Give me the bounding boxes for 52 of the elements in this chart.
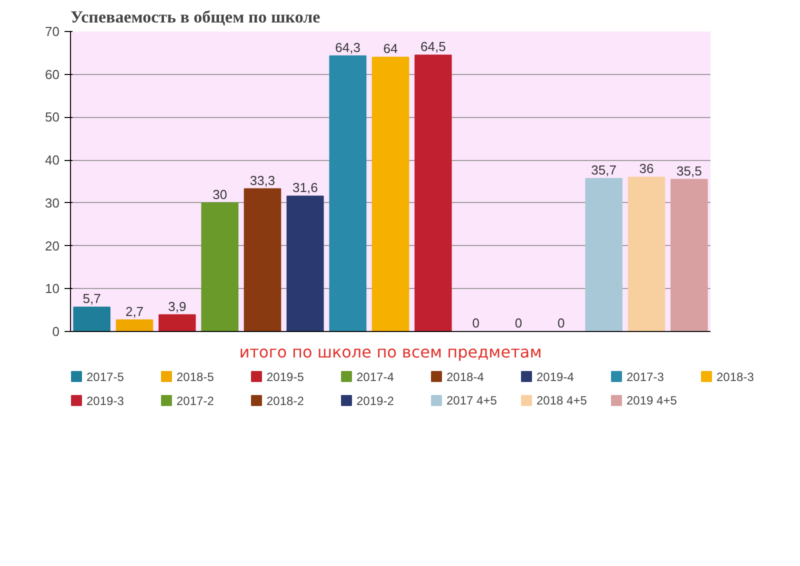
bar bbox=[158, 314, 196, 332]
bar bbox=[244, 188, 282, 332]
bar bbox=[414, 54, 452, 332]
data-label: 31,6 bbox=[292, 180, 318, 196]
legend-label: 2019-2 bbox=[356, 394, 394, 408]
data-label: 64,5 bbox=[420, 39, 446, 54]
legend-label: 2018-5 bbox=[176, 370, 214, 384]
legend-label: 2017 4+5 bbox=[446, 394, 498, 408]
y-tick-label: 70 bbox=[45, 24, 60, 39]
data-label: 3,9 bbox=[168, 298, 186, 314]
data-label: 64,3 bbox=[335, 40, 360, 55]
legend-label: 2017-2 bbox=[176, 394, 214, 408]
data-label: 36 bbox=[639, 161, 654, 176]
bar bbox=[585, 178, 622, 332]
data-label: 0 bbox=[472, 316, 480, 330]
bar bbox=[73, 306, 110, 332]
bar bbox=[286, 196, 324, 332]
bar bbox=[329, 55, 366, 332]
y-tick-label: 20 bbox=[45, 238, 60, 254]
bar bbox=[670, 178, 708, 332]
legend-label: 2019-5 bbox=[266, 370, 304, 384]
bar bbox=[628, 176, 666, 332]
data-label: 5,7 bbox=[82, 291, 101, 306]
legend-label: 2018-2 bbox=[266, 394, 304, 408]
data-label: 33,3 bbox=[250, 172, 276, 188]
y-tick-label: 40 bbox=[45, 152, 60, 168]
data-label: 30 bbox=[212, 186, 228, 202]
legend-label: 2018 4+5 bbox=[536, 394, 588, 408]
legend-label: 2019-3 bbox=[86, 394, 124, 408]
legend-label: 2018-4 bbox=[446, 370, 484, 384]
y-tick-label: 30 bbox=[45, 195, 60, 210]
legend-label: 2017-3 bbox=[626, 370, 664, 384]
data-label: 35,5 bbox=[676, 163, 702, 178]
legend-label: 2019-4 bbox=[536, 370, 574, 384]
bar bbox=[201, 202, 238, 332]
legend-label: 2018-3 bbox=[716, 370, 754, 384]
legend-label: 2017-4 bbox=[356, 370, 394, 384]
data-label: 64 bbox=[383, 41, 398, 56]
data-label: 35,7 bbox=[591, 162, 616, 178]
bar bbox=[372, 56, 410, 332]
chart-title: Успеваемость в общем по школе bbox=[70, 8, 321, 26]
legend-label: 2019 4+5 bbox=[626, 394, 678, 408]
data-label: 0 bbox=[558, 316, 565, 330]
y-tick-label: 10 bbox=[45, 281, 60, 296]
legend-label: 2017-5 bbox=[86, 370, 124, 384]
y-tick-label: 50 bbox=[45, 110, 60, 125]
y-tick-label: 60 bbox=[45, 66, 60, 82]
data-label: 0 bbox=[514, 316, 522, 330]
bar bbox=[116, 319, 154, 332]
y-tick-label: 0 bbox=[52, 324, 60, 339]
data-label: 2,7 bbox=[125, 304, 144, 319]
x-tick-label: итого по школе по всем предметам bbox=[239, 342, 542, 362]
